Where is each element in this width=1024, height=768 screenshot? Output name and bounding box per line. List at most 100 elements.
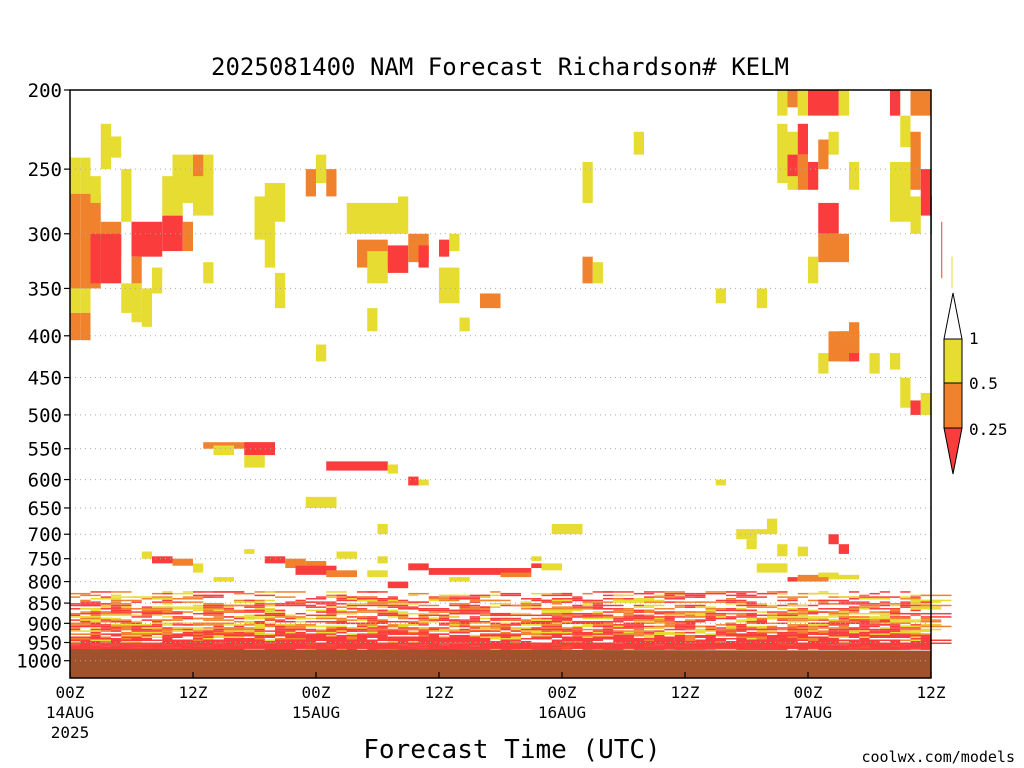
ri-cell: [111, 641, 122, 643]
ri-cell: [726, 648, 737, 650]
ri-cell: [797, 546, 808, 557]
ri-cell: [357, 609, 388, 612]
ri-cell: [295, 620, 306, 623]
ri-cell: [193, 609, 204, 612]
ri-cell: [633, 606, 655, 608]
ri-cell: [613, 636, 624, 638]
ri-cell: [193, 612, 224, 615]
plot-cells: [70, 90, 953, 589]
ri-cell: [838, 596, 860, 598]
ri-cell: [244, 599, 255, 602]
ri-cell: [623, 599, 655, 602]
ri-cell: [152, 633, 163, 635]
ri-cell: [398, 612, 409, 615]
legend-swatch-orange: [943, 382, 963, 429]
ri-cell: [408, 601, 429, 603]
ri-cell: [70, 157, 81, 194]
ri-cell: [787, 624, 808, 626]
ri-cell: [562, 606, 573, 608]
ri-cell: [736, 630, 747, 632]
ri-cell: [664, 612, 685, 615]
ri-cell: [90, 609, 101, 612]
ri-cell: [490, 612, 521, 615]
ri-cell: [449, 596, 470, 598]
ri-cell: [808, 622, 839, 625]
ri-cell: [500, 636, 511, 638]
ri-cell: [920, 604, 952, 607]
legend-label: 0.5: [969, 374, 998, 393]
ri-cell: [644, 639, 655, 642]
ri-cell: [572, 625, 593, 628]
ri-cell: [500, 624, 521, 626]
ri-cell: [203, 639, 214, 642]
ri-cell: [777, 633, 788, 635]
ri-cell: [182, 601, 204, 603]
ri-cell: [357, 616, 368, 618]
ri-cell: [172, 592, 193, 595]
ri-cell: [336, 599, 368, 602]
ri-cell: [879, 639, 890, 642]
ri-cell: [162, 591, 173, 593]
ri-cell: [869, 612, 890, 615]
ri-cell: [736, 596, 767, 598]
ri-cell: [685, 641, 706, 643]
ri-cell: [859, 624, 870, 626]
ri-cell: [797, 639, 808, 642]
ri-cell: [203, 638, 214, 640]
ri-cell: [480, 293, 501, 309]
ri-cell: [685, 624, 696, 626]
ri-cell: [367, 634, 388, 637]
ri-cell: [172, 154, 193, 203]
ri-cell: [664, 639, 675, 642]
ri-cell: [623, 612, 634, 615]
ri-cell: [326, 604, 337, 607]
ri-cell: [152, 267, 163, 294]
ri-cell: [377, 556, 388, 564]
ri-cell: [234, 604, 245, 607]
ri-cell: [736, 592, 747, 595]
ri-cell: [480, 596, 491, 598]
ri-cell: [828, 619, 839, 621]
ri-cell: [398, 641, 409, 643]
ri-cell: [633, 628, 644, 631]
ri-cell: [213, 622, 234, 625]
ri-cell: [572, 631, 583, 634]
ri-cell: [439, 611, 450, 613]
y-tick-label: 950: [28, 633, 62, 655]
ri-cell: [562, 617, 573, 620]
ri-cell: [111, 617, 122, 620]
ri-cell: [890, 631, 911, 634]
y-tick-label: 600: [28, 470, 62, 492]
ri-cell: [203, 611, 234, 613]
ri-cell: [541, 612, 573, 615]
ri-cell: [787, 603, 798, 605]
ri-cell: [172, 630, 183, 632]
ri-cell: [869, 631, 880, 634]
ri-cell: [849, 609, 860, 612]
ri-cell: [521, 633, 552, 635]
ri-cell: [818, 591, 829, 593]
ri-cell: [264, 617, 275, 620]
ri-cell: [879, 611, 890, 613]
ri-cell: [705, 614, 726, 617]
ri-cell: [357, 622, 388, 625]
ri-cell: [357, 611, 388, 613]
ri-cell: [767, 591, 778, 593]
ri-cell: [551, 599, 583, 602]
ri-cell: [756, 288, 767, 309]
ri-cell: [500, 639, 511, 642]
ri-cell: [562, 608, 593, 610]
ri-cell: [900, 596, 911, 598]
ri-cell: [818, 599, 849, 602]
ri-cell: [920, 392, 931, 415]
ri-cell: [726, 608, 737, 610]
ri-cell: [449, 648, 460, 650]
y-tick-label: 300: [28, 224, 62, 246]
ri-cell: [346, 630, 357, 632]
ri-cell: [326, 461, 388, 471]
ri-cell: [305, 598, 327, 600]
ri-cell: [644, 601, 675, 603]
ri-cell: [777, 592, 788, 595]
ri-cell: [828, 631, 839, 634]
ri-cell: [459, 317, 470, 332]
